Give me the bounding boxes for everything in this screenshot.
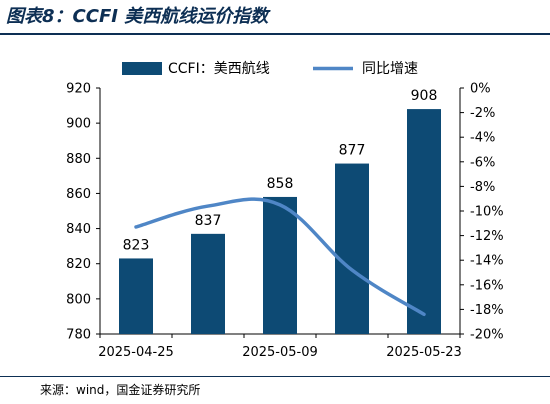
right-axis-tick-label: -20% <box>470 328 504 343</box>
left-axis-tick-label: 780 <box>66 328 91 343</box>
bar-ccfi <box>191 233 225 334</box>
bar-data-label: 823 <box>123 237 150 253</box>
bar-data-label: 837 <box>195 213 222 229</box>
left-axis-tick-label: 860 <box>66 187 91 202</box>
bar-ccfi <box>335 163 369 334</box>
left-axis-tick-label: 800 <box>66 292 91 307</box>
line-yoy-growth <box>134 197 426 317</box>
right-axis-tick-label: -6% <box>470 155 495 170</box>
left-axis-tick-label: 900 <box>66 117 91 132</box>
bar-data-label: 858 <box>267 176 294 192</box>
title-divider <box>0 33 550 35</box>
right-axis-tick-label: -8% <box>470 180 495 195</box>
legend-line-label: 同比增速 <box>362 61 418 77</box>
right-axis-tick-label: -10% <box>470 205 504 220</box>
x-axis-tick-label: 2025-04-25 <box>98 345 174 360</box>
right-axis-tick-label: -14% <box>470 254 504 269</box>
bar-data-label: 908 <box>411 88 438 104</box>
bar-data-label: 877 <box>339 143 366 159</box>
right-axis-tick-label: 0% <box>470 82 491 97</box>
left-axis-tick-label: 880 <box>66 152 91 167</box>
legend-bar-swatch <box>122 62 162 75</box>
source-note: 来源：wind，国金证券研究所 <box>40 383 201 397</box>
left-axis-tick-label: 820 <box>66 257 91 272</box>
bar-ccfi <box>407 109 441 334</box>
right-axis-tick-label: -2% <box>470 106 495 121</box>
figure-title: 图表8：CCFI 美西航线运价指数 <box>6 6 269 27</box>
bar-ccfi <box>263 196 297 334</box>
legend-bar-label: CCFI：美西航线 <box>168 61 270 77</box>
source-divider <box>0 376 550 377</box>
x-axis-tick-label: 2025-05-23 <box>386 345 462 360</box>
right-axis-tick-label: -4% <box>470 131 495 146</box>
x-axis-tick-label: 2025-05-09 <box>242 345 318 360</box>
left-axis-tick-label: 840 <box>66 222 91 237</box>
right-axis-tick-label: -12% <box>470 229 504 244</box>
left-axis-tick-label: 920 <box>66 82 91 97</box>
bar-ccfi <box>119 258 153 334</box>
right-axis-tick-label: -18% <box>470 303 504 318</box>
right-axis-tick-label: -16% <box>470 278 504 293</box>
